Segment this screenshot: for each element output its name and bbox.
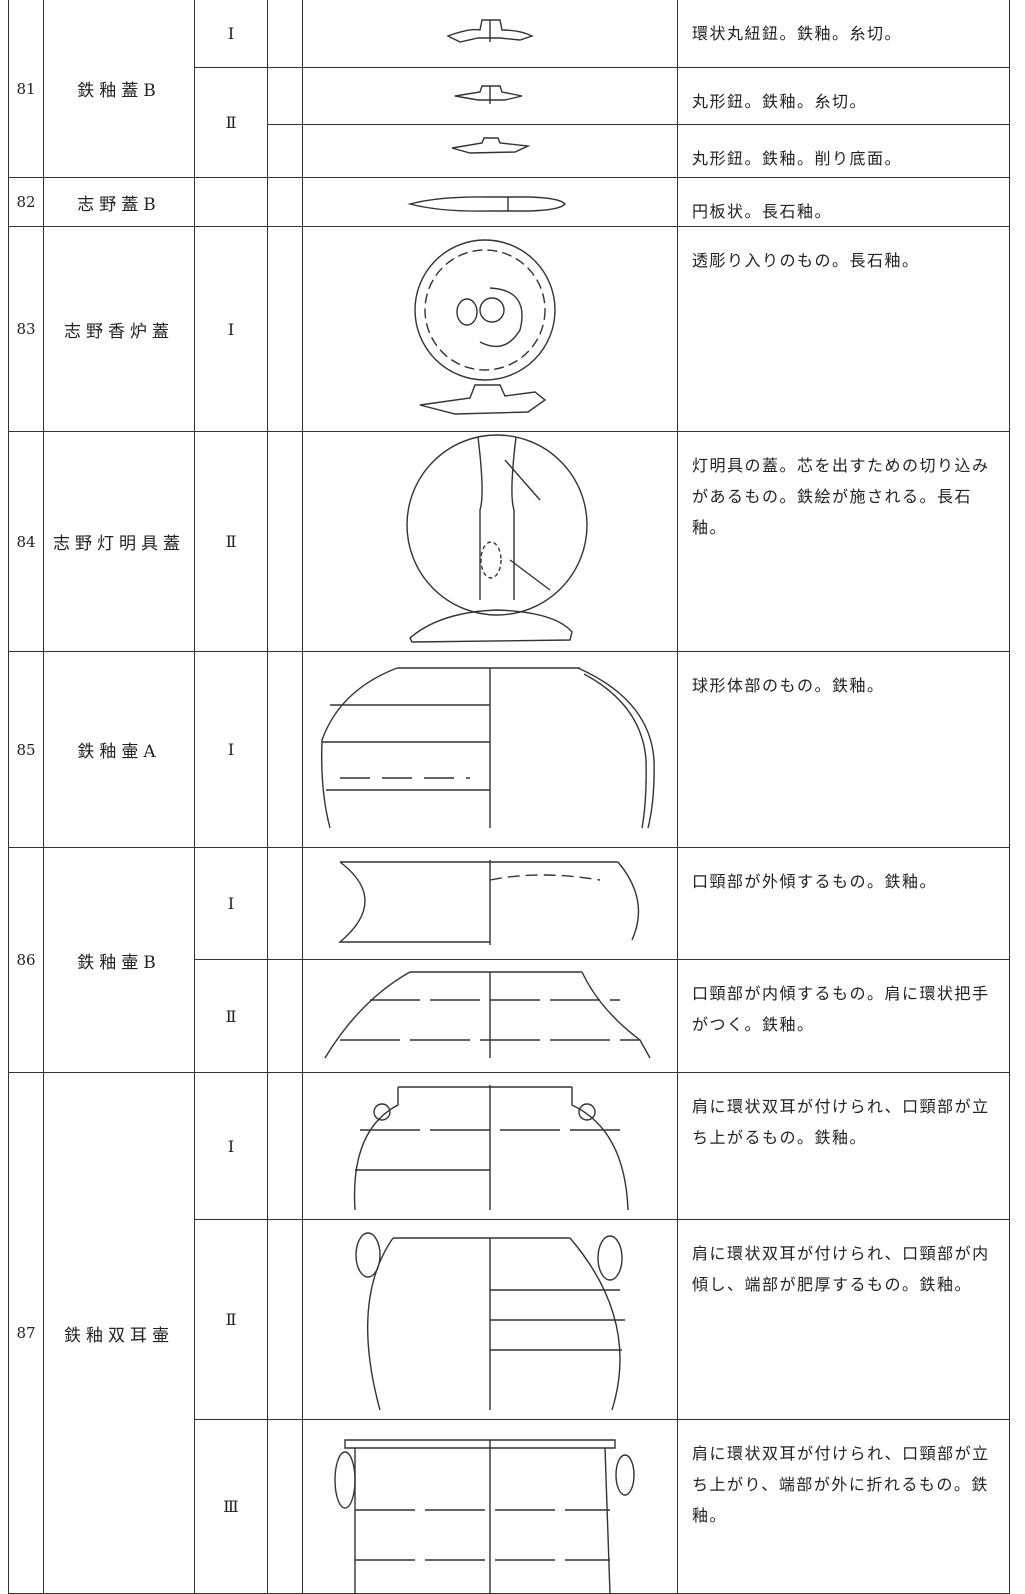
item-number: 83 <box>8 227 44 432</box>
description-text: 肩に環状双耳が付けられ、口頸部が内傾し、端部が肥厚するもの。鉄釉。 <box>692 1244 990 1294</box>
type-text: Ⅱ <box>225 1310 237 1329</box>
blank-cell <box>268 848 303 960</box>
item-number-text: 85 <box>16 740 36 759</box>
item-name: 志野灯明具蓋 <box>44 432 195 652</box>
description: 環状丸紐鈕。鉄釉。糸切。 <box>678 0 1010 68</box>
type: Ⅱ <box>195 1220 268 1420</box>
type-text: Ⅱ <box>225 532 237 551</box>
type-text: Ⅲ <box>223 1497 239 1516</box>
item-name: 志野蓋B <box>44 178 195 227</box>
blank-cell <box>268 960 303 1073</box>
description-text: 丸形鈕。鉄釉。削り底面。 <box>692 149 903 168</box>
item-number-text: 86 <box>16 951 36 969</box>
figure-cell <box>303 652 678 848</box>
description: 透彫り入りのもの。長石釉。 <box>678 227 1010 432</box>
figure-cell <box>303 848 678 960</box>
figure-cell <box>303 0 678 68</box>
blank-cell <box>268 1073 303 1220</box>
item-number: 85 <box>8 652 44 848</box>
description: 肩に環状双耳が付けられ、口頸部が立ち上がり、端部が外に折れるもの。鉄釉。 <box>678 1420 1010 1594</box>
description: 球形体部のもの。鉄釉。 <box>678 652 1010 848</box>
blank-cell <box>268 227 303 432</box>
description-text: 丸形鈕。鉄釉。糸切。 <box>692 92 868 111</box>
description: 肩に環状双耳が付けられ、口頸部が立ち上がるもの。鉄釉。 <box>678 1073 1010 1220</box>
description: 口頸部が外傾するもの。鉄釉。 <box>678 848 1010 960</box>
description: 肩に環状双耳が付けられ、口頸部が内傾し、端部が肥厚するもの。鉄釉。 <box>678 1220 1010 1420</box>
item-number-text: 82 <box>16 193 36 211</box>
description-text: 透彫り入りのもの。長石釉。 <box>692 251 920 270</box>
description-text: 円板状。長石釉。 <box>692 202 833 221</box>
figure-cell <box>303 1073 678 1220</box>
type-text: Ⅰ <box>227 319 235 339</box>
item-number: 87 <box>8 1073 44 1594</box>
description-text: 環状丸紐鈕。鉄釉。糸切。 <box>692 24 903 43</box>
item-name-text: 鉄釉双耳壷 <box>64 1325 174 1346</box>
blank-cell <box>268 1420 303 1594</box>
item-number: 84 <box>8 432 44 652</box>
description: 口頸部が内傾するもの。肩に環状把手がつく。鉄釉。 <box>678 960 1010 1073</box>
blank-cell <box>268 125 303 178</box>
figure-cell <box>303 227 678 432</box>
item-name: 鉄釉壷A <box>44 652 195 848</box>
item-name: 鉄釉双耳壷 <box>44 1073 195 1594</box>
blank-cell <box>268 68 303 125</box>
figure-cell <box>303 1420 678 1594</box>
type: Ⅰ <box>195 0 268 68</box>
description: 円板状。長石釉。 <box>678 178 1010 227</box>
item-name: 鉄釉壷B <box>44 848 195 1073</box>
blank-cell <box>268 178 303 227</box>
type: Ⅲ <box>195 1420 268 1594</box>
figure-cell <box>303 960 678 1073</box>
type-text: Ⅰ <box>227 24 235 43</box>
item-name-text: 鉄釉壷B <box>77 952 161 973</box>
item-name-text: 鉄釉壷A <box>77 742 161 762</box>
description: 灯明具の蓋。芯を出すための切り込みがあるもの。鉄絵が施される。長石釉。 <box>678 432 1010 652</box>
description-text: 灯明具の蓋。芯を出すための切り込みがあるもの。鉄絵が施される。長石釉。 <box>692 456 990 537</box>
type: Ⅱ <box>195 432 268 652</box>
blank-cell <box>268 0 303 68</box>
type-text: Ⅱ <box>225 113 237 132</box>
description-text: 肩に環状双耳が付けられ、口頸部が立ち上がり、端部が外に折れるもの。鉄釉。 <box>692 1444 990 1525</box>
figure-cell <box>303 432 678 652</box>
figure-cell <box>303 1220 678 1420</box>
type-text: Ⅰ <box>227 894 235 913</box>
description-text: 球形体部のもの。鉄釉。 <box>692 676 885 695</box>
blank-cell <box>268 1220 303 1420</box>
type: Ⅱ <box>195 960 268 1073</box>
item-number: 82 <box>8 178 44 227</box>
figure-cell <box>303 178 678 227</box>
description-text: 肩に環状双耳が付けられ、口頸部が立ち上がるもの。鉄釉。 <box>692 1097 990 1147</box>
item-number-text: 84 <box>16 532 36 551</box>
figure-cell <box>303 68 678 125</box>
type-text: Ⅰ <box>227 740 235 759</box>
figure-cell <box>303 125 678 178</box>
item-number-text: 83 <box>16 320 36 338</box>
item-number-text: 81 <box>16 79 36 98</box>
item-number: 81 <box>8 0 44 178</box>
type-text: Ⅱ <box>225 1006 237 1026</box>
blank-cell <box>268 652 303 848</box>
item-name-text: 志野蓋B <box>77 194 161 215</box>
item-name-text: 鉄釉蓋B <box>77 81 161 101</box>
description-text: 口頸部が内傾するもの。肩に環状把手がつく。鉄釉。 <box>692 984 990 1034</box>
type: Ⅰ <box>195 1073 268 1220</box>
item-number: 86 <box>8 848 44 1073</box>
description-text: 口頸部が外傾するもの。鉄釉。 <box>692 872 938 891</box>
blank-cell <box>268 432 303 652</box>
type: Ⅱ <box>195 68 268 178</box>
item-number-text: 87 <box>16 1324 36 1342</box>
type: Ⅰ <box>195 227 268 432</box>
description: 丸形鈕。鉄釉。削り底面。 <box>678 125 1010 178</box>
item-name: 鉄釉蓋B <box>44 0 195 178</box>
type: Ⅰ <box>195 652 268 848</box>
description: 丸形鈕。鉄釉。糸切。 <box>678 68 1010 125</box>
item-name-text: 志野灯明具蓋 <box>53 534 185 554</box>
item-name: 志野香炉蓋 <box>44 227 195 432</box>
type-text: Ⅰ <box>227 1136 235 1156</box>
item-name-text: 志野香炉蓋 <box>64 321 174 342</box>
type: Ⅰ <box>195 848 268 960</box>
type <box>195 178 268 227</box>
